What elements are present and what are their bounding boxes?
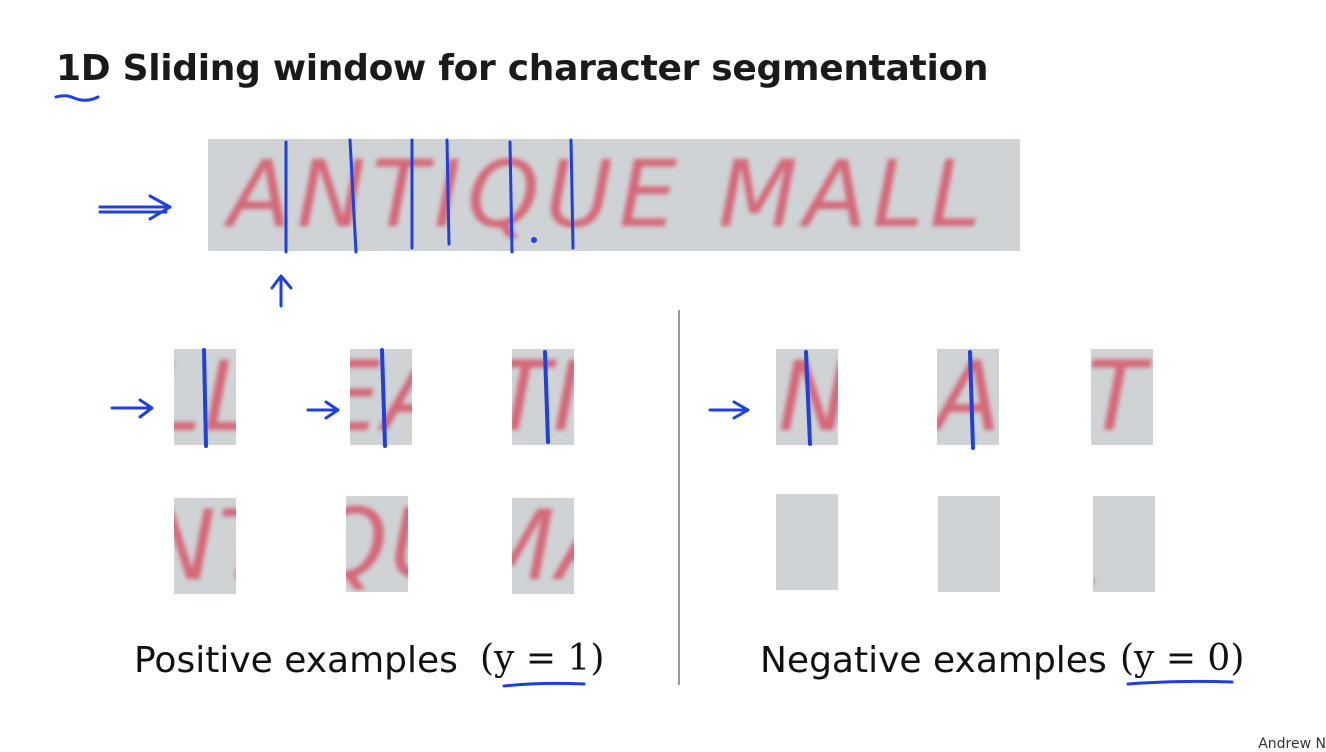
patch-text: A (937, 349, 999, 445)
negative-patch-4 (776, 494, 838, 590)
arrow-right-icon (98, 194, 172, 221)
positive-patch-5: QU (346, 496, 408, 592)
underline-negative-mark (1126, 679, 1234, 686)
negative-patch-5 (938, 496, 1000, 592)
patch-text: N (778, 349, 838, 445)
slide-title: 1D Sliding window for character segmenta… (56, 48, 989, 89)
positive-patch-3: TI (512, 349, 574, 445)
positive-patch-4: NT (174, 498, 236, 594)
positive-math: (y = 1) (480, 638, 605, 679)
negative-math: (y = 0) (1120, 638, 1245, 679)
section-divider (678, 310, 680, 685)
patch-text: EA (350, 349, 412, 445)
patch-text: MA (512, 498, 574, 594)
positive-patch-2: EA (350, 349, 412, 445)
negative-examples-label: Negative examples (760, 640, 1107, 681)
arrow-right-icon (306, 400, 340, 420)
patch-text: . (1093, 496, 1102, 592)
antique-mall-image: ANTIQUE MALL (208, 139, 1020, 251)
author-credit: Andrew N (1258, 736, 1326, 752)
patch-text: NT (174, 498, 236, 594)
patch-text: LL (174, 349, 236, 445)
arrow-up-icon (270, 274, 293, 308)
patch-text: T (1091, 349, 1148, 445)
banner-text: ANTIQUE MALL (228, 141, 988, 248)
patch-text: QU (346, 496, 408, 592)
positive-patch-6: MA (512, 498, 574, 594)
arrow-right-icon (708, 400, 750, 420)
negative-patch-2: A (937, 349, 999, 445)
underline-positive-mark (502, 681, 586, 688)
patch-text: TI (512, 349, 574, 445)
positive-patch-1: LL (174, 349, 236, 445)
underline-1d-mark (54, 94, 100, 102)
arrow-right-icon (110, 398, 154, 419)
negative-patch-6: . (1093, 496, 1155, 592)
positive-examples-label: Positive examples (134, 640, 458, 681)
negative-patch-3: T (1091, 349, 1153, 445)
negative-patch-1: N (776, 349, 838, 445)
